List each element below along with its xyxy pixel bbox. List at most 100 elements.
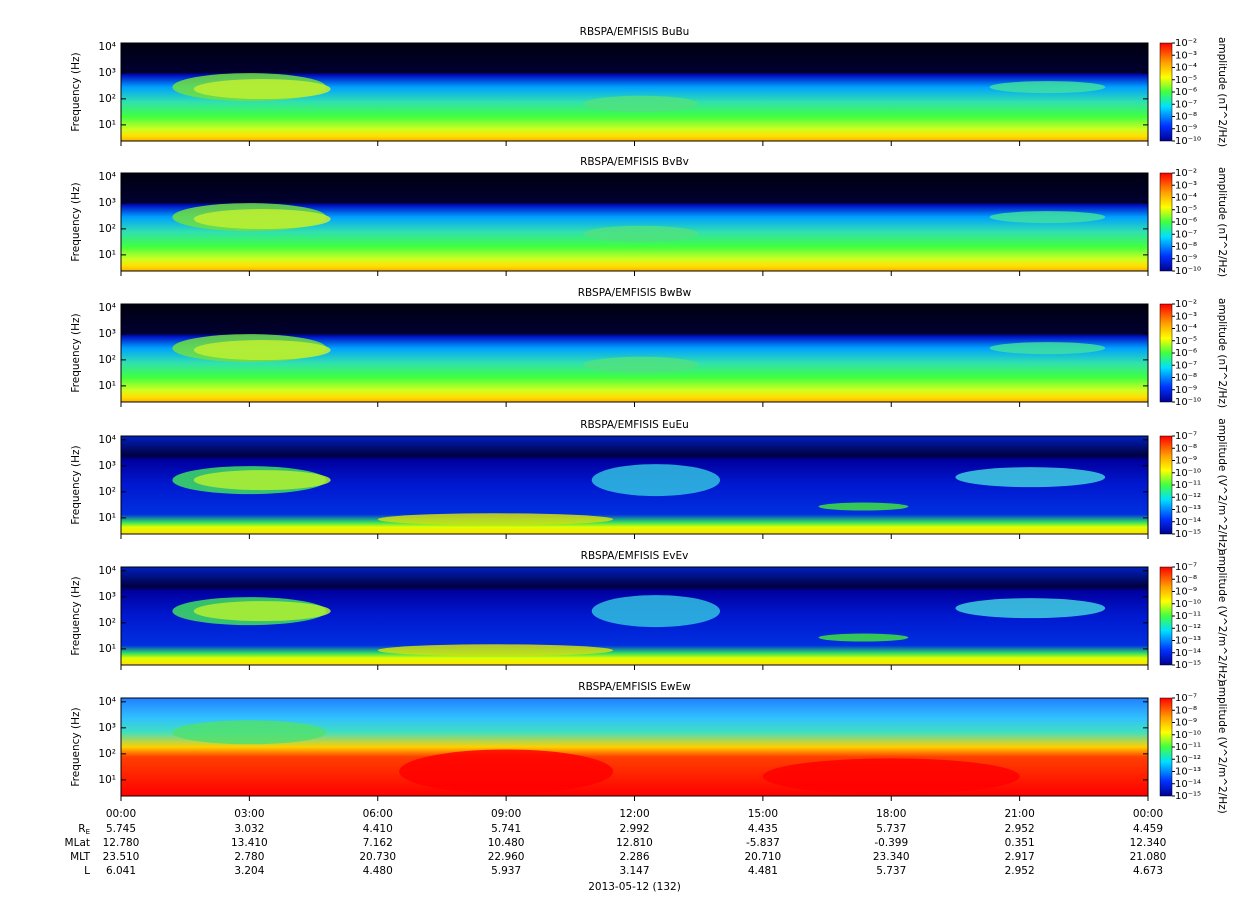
ephemeris-value: -5.837 — [746, 837, 780, 849]
spectrogram-feature — [172, 720, 327, 745]
ephemeris-value: 12.780 — [103, 837, 140, 849]
y-tick-label: 10⁴ — [98, 565, 116, 577]
spectrogram-feature — [591, 464, 721, 497]
x-tick-label: 21:00 — [1004, 808, 1034, 820]
colorbar — [1159, 172, 1173, 272]
panel: RBSPA/EMFISIS EwEw Frequency (Hz) 10¹ 10² 10… — [70, 680, 1228, 813]
colorbar-tick-label: 10⁻¹⁴ — [1175, 517, 1201, 528]
colorbar-tick-label: 10⁻⁷ — [1175, 229, 1197, 240]
y-axis-label: Frequency (Hz) — [70, 576, 82, 655]
spectrogram-feature — [193, 601, 331, 622]
spectrogram-feature — [583, 95, 699, 112]
x-tick-label: 03:00 — [234, 808, 264, 820]
colorbar-tick-label: 10⁻⁸ — [1175, 705, 1197, 716]
colorbar-tick-label: 10⁻⁷ — [1175, 360, 1197, 371]
x-tick-label: 09:00 — [491, 808, 521, 820]
spectrogram-feature — [399, 749, 614, 794]
colorbar-tick-label: 10⁻⁹ — [1175, 587, 1197, 598]
ephemeris-value: 5.737 — [876, 865, 906, 877]
ephemeris-value: 5.745 — [106, 823, 136, 835]
ephemeris-value: 20.710 — [745, 851, 782, 863]
ephemeris-value: 4.480 — [363, 865, 393, 877]
ephemeris-value: 3.204 — [234, 865, 264, 877]
spectrogram-feature — [193, 340, 331, 361]
colorbar-label: amplitude (V^2/m^2/Hz) — [1216, 549, 1228, 682]
panel: RBSPA/EMFISIS EuEu Frequency (Hz) 10¹ 10² 10… — [70, 418, 1228, 551]
ephemeris-label-text: MLat — [65, 837, 90, 849]
panel-title: RBSPA/EMFISIS EuEu — [580, 419, 689, 431]
spectrogram-feature — [193, 79, 331, 100]
colorbar-label: amplitude (V^2/m^2/Hz) — [1216, 680, 1228, 813]
colorbar-tick-label: 10⁻⁵ — [1175, 75, 1197, 86]
x-tick-label: 00:00 — [1133, 808, 1163, 820]
x-tick-label: 06:00 — [363, 808, 393, 820]
spectrogram-feature — [591, 595, 721, 628]
colorbar-tick-label: 10⁻⁸ — [1175, 574, 1197, 585]
colorbar-tick-label: 10⁻⁹ — [1175, 124, 1197, 135]
colorbar-tick-label: 10⁻⁸ — [1175, 443, 1197, 454]
colorbar-tick-label: 10⁻¹² — [1175, 492, 1201, 503]
ephemeris-value: 2.780 — [234, 851, 264, 863]
ephemeris-label: MLat — [65, 837, 90, 849]
colorbar-tick-label: 10⁻⁵ — [1175, 336, 1197, 347]
colorbar-tick-label: 10⁻¹¹ — [1175, 742, 1201, 753]
y-tick-label: 10⁴ — [98, 696, 116, 708]
y-tick-label: 10⁴ — [98, 41, 116, 53]
y-axis-label: Frequency (Hz) — [70, 52, 82, 131]
ephemeris-value: 23.340 — [873, 851, 910, 863]
y-tick-label: 10⁴ — [98, 434, 116, 446]
y-axis-label: Frequency (Hz) — [70, 445, 82, 524]
colorbar-tick-label: 10⁻¹⁵ — [1175, 791, 1201, 802]
spectrogram-feature — [818, 502, 909, 511]
spectrogram-feature — [193, 470, 331, 491]
y-axis-label: Frequency (Hz) — [70, 313, 82, 392]
colorbar-label: amplitude (V^2/m^2/Hz) — [1216, 418, 1228, 551]
colorbar-tick-label: 10⁻⁹ — [1175, 456, 1197, 467]
panel: RBSPA/EMFISIS BuBu Frequency (Hz) 10¹ 10² 10… — [70, 26, 1228, 147]
x-tick-label: 00:00 — [106, 808, 136, 820]
ephemeris-value: 5.937 — [491, 865, 521, 877]
x-axis-label: 2013-05-12 (132) — [588, 881, 681, 893]
ephemeris-value: 2.286 — [619, 851, 649, 863]
colorbar-tick-label: 10⁻¹⁰ — [1175, 468, 1201, 479]
x-tick-label: 12:00 — [619, 808, 649, 820]
ephemeris-value: 13.410 — [231, 837, 268, 849]
colorbar-tick-label: 10⁻⁵ — [1175, 205, 1197, 216]
colorbar-tick-label: 10⁻⁴ — [1175, 324, 1197, 335]
panel-title: RBSPA/EMFISIS BuBu — [580, 26, 690, 38]
spectrogram-feature — [377, 644, 614, 657]
colorbar-tick-label: 10⁻¹³ — [1175, 636, 1201, 647]
colorbar — [1159, 435, 1173, 535]
ephemeris-value: 4.435 — [748, 823, 778, 835]
y-tick-label: 10² — [98, 486, 116, 498]
colorbar-tick-label: 10⁻¹² — [1175, 623, 1201, 634]
ephemeris-value: 20.730 — [359, 851, 396, 863]
colorbar-tick-label: 10⁻³ — [1175, 311, 1197, 322]
colorbar-tick-label: 10⁻¹¹ — [1175, 480, 1201, 491]
colorbar-tick-label: 10⁻³ — [1175, 50, 1197, 61]
ephemeris-value: 23.510 — [103, 851, 140, 863]
ephemeris-label-text: L — [84, 865, 90, 877]
colorbar-tick-label: 10⁻⁷ — [1175, 693, 1197, 704]
colorbar-tick-label: 10⁻¹⁰ — [1175, 599, 1201, 610]
y-tick-label: 10¹ — [98, 774, 116, 786]
y-tick-label: 10³ — [98, 197, 116, 209]
ephemeris-value: 10.480 — [488, 837, 525, 849]
ephemeris-label-text: MLT — [70, 851, 90, 863]
colorbar-tick-label: 10⁻² — [1175, 38, 1197, 49]
colorbar-tick-label: 10⁻⁹ — [1175, 718, 1197, 729]
ephemeris-value: 2.917 — [1005, 851, 1035, 863]
colorbar-tick-label: 10⁻⁴ — [1175, 193, 1197, 204]
ephemeris-value: 21.080 — [1130, 851, 1167, 863]
spectrogram-feature — [955, 467, 1106, 488]
panel-title: RBSPA/EMFISIS BvBv — [580, 156, 689, 168]
y-tick-label: 10² — [98, 223, 116, 235]
ephemeris-value: 4.481 — [748, 865, 778, 877]
y-tick-label: 10⁴ — [98, 171, 116, 183]
spectrogram-feature — [955, 598, 1106, 619]
ephemeris-value: 2.952 — [1005, 823, 1035, 835]
colorbar-tick-label: 10⁻¹⁰ — [1175, 730, 1201, 741]
panel: RBSPA/EMFISIS BvBv Frequency (Hz) 10¹ 10² 10… — [70, 156, 1228, 277]
colorbar-tick-label: 10⁻¹⁰ — [1175, 266, 1201, 277]
